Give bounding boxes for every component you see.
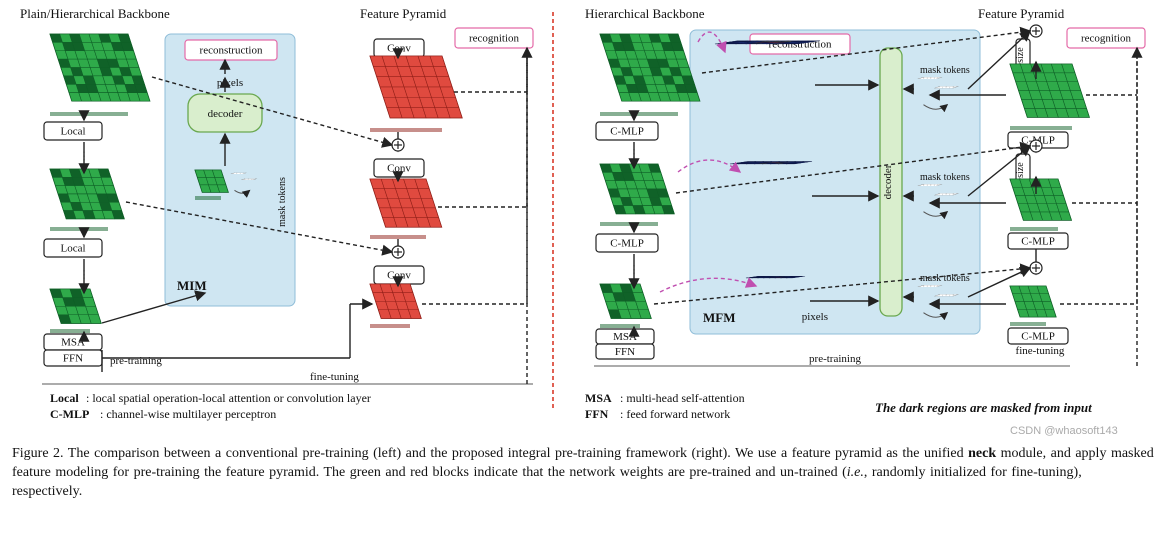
svg-text:C-MLP: C-MLP (610, 238, 644, 250)
svg-text:MSA: MSA (61, 337, 85, 349)
svg-text:recognition: recognition (469, 33, 520, 45)
svg-text:MSA: MSA (585, 391, 612, 405)
svg-text:mask tokens: mask tokens (920, 65, 970, 76)
svg-text:Local: Local (60, 243, 85, 255)
svg-text:MFM: MFM (703, 310, 735, 325)
svg-text:Feature Pyramid: Feature Pyramid (978, 6, 1065, 21)
svg-text:MSA: MSA (613, 331, 637, 343)
svg-text:decoder: decoder (208, 108, 243, 120)
svg-text:pre-training: pre-training (809, 353, 861, 365)
svg-text:: channel-wise multilayer perc: : channel-wise multilayer perceptron (100, 407, 276, 421)
svg-text:Conv: Conv (387, 163, 411, 175)
svg-text:pixels: pixels (217, 77, 243, 89)
svg-text:C-MLP: C-MLP (1021, 331, 1055, 343)
svg-text:recognition: recognition (1081, 33, 1132, 45)
svg-text:Local: Local (60, 126, 85, 138)
svg-text:pixels: pixels (802, 311, 828, 323)
svg-text:The dark regions are masked fr: The dark regions are masked from input (875, 400, 1092, 415)
svg-text:: local spatial operation-loca: : local spatial operation-local attentio… (86, 391, 371, 405)
svg-text:C-MLP: C-MLP (1021, 236, 1055, 248)
caption-neck: neck (968, 446, 996, 461)
svg-text:reconstruction: reconstruction (200, 45, 263, 57)
svg-text:: multi-head self-attention: : multi-head self-attention (620, 391, 745, 405)
svg-text:Feature Pyramid: Feature Pyramid (360, 6, 447, 21)
svg-text:pre-training: pre-training (110, 355, 162, 367)
svg-text:: feed forward network: : feed forward network (620, 407, 730, 421)
figure-diagram: Plain/Hierarchical Backbone Feature Pyram… (10, 4, 1157, 439)
caption-ie: i.e. (847, 465, 864, 480)
svg-text:CSDN @whaosoft143: CSDN @whaosoft143 (1010, 425, 1118, 437)
svg-text:FFN: FFN (615, 346, 635, 358)
svg-text:C-MLP: C-MLP (610, 126, 644, 138)
caption-text-1: Figure 2. The comparison between a conve… (12, 446, 968, 461)
svg-text:fine-tuning: fine-tuning (1016, 345, 1065, 357)
svg-text:Plain/Hierarchical Backbone: Plain/Hierarchical Backbone (20, 6, 170, 21)
svg-text:mask tokens: mask tokens (277, 177, 288, 227)
svg-text:MIM: MIM (177, 278, 207, 293)
svg-text:Local: Local (50, 391, 79, 405)
svg-text:FFN: FFN (585, 407, 609, 421)
svg-text:fine-tuning: fine-tuning (310, 371, 359, 383)
svg-text:mask tokens: mask tokens (920, 172, 970, 183)
svg-text:reconstruction: reconstruction (769, 39, 832, 51)
svg-text:C-MLP: C-MLP (50, 407, 89, 421)
svg-text:decoder: decoder (882, 164, 894, 199)
svg-text:FFN: FFN (63, 353, 83, 365)
svg-text:Hierarchical Backbone: Hierarchical Backbone (585, 6, 705, 21)
svg-text:Conv: Conv (387, 270, 411, 282)
svg-text:Conv: Conv (387, 43, 411, 55)
figure-caption: Figure 2. The comparison between a conve… (10, 445, 1157, 502)
